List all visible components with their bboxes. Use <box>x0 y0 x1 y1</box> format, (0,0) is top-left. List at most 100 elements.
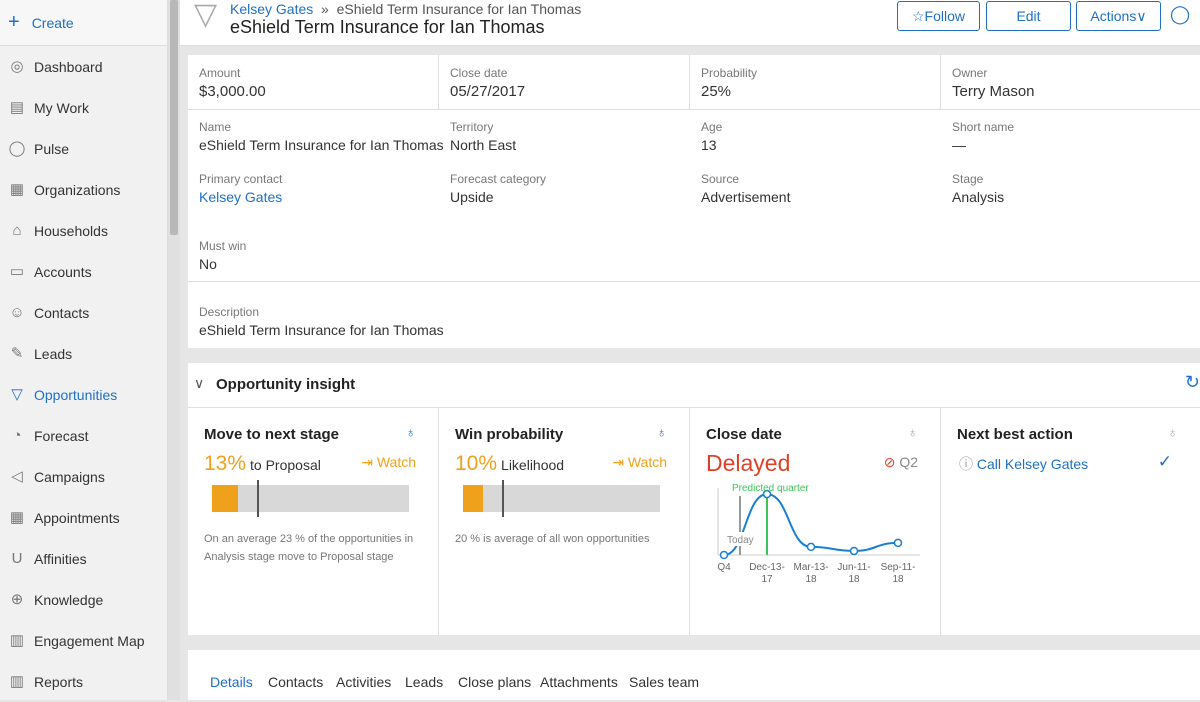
watch-button[interactable]: ⇥ Watch <box>361 454 416 470</box>
page-title: eShield Term Insurance for Ian Thomas <box>230 17 545 37</box>
x-tick-label: Jun-11- <box>837 562 870 573</box>
breadcrumb-link[interactable]: Kelsey Gates <box>230 1 314 17</box>
x-tick-label: Q4 <box>717 562 731 573</box>
sidebar-item-campaigns[interactable]: ◁ Campaigns <box>0 456 167 497</box>
sidebar-item-knowledge[interactable]: ⊕ Knowledge <box>0 579 167 620</box>
tab-sales-team[interactable]: Sales team <box>629 674 700 690</box>
households-icon: ⌂ <box>12 221 22 239</box>
insight-title: Opportunity insight <box>216 376 356 393</box>
reports-icon: ▥ <box>9 672 25 690</box>
x-tick-label: Mar-13- <box>793 562 828 573</box>
refresh-icon[interactable]: ↻ <box>1184 372 1200 392</box>
tab-contacts[interactable]: Contacts <box>268 674 324 690</box>
appointments-icon: ▦ <box>9 508 25 526</box>
data-point <box>719 550 729 560</box>
sidebar-item-engagement-map[interactable]: ▥ Engagement Map <box>9 631 145 649</box>
leads-icon: ✎ <box>10 344 24 362</box>
data-point <box>806 542 816 552</box>
opportunities-icon: ▽ <box>11 385 23 403</box>
sidebar-item-dashboard[interactable]: ◎ Dashboard <box>0 46 167 87</box>
sidebar-item-appointments[interactable]: ▦ Appointments <box>9 508 120 526</box>
next-stage-progress <box>212 480 409 517</box>
today-label-bg <box>726 532 756 546</box>
watch-button[interactable]: ⇥ Watch <box>612 454 667 470</box>
sidebar-item-organizations[interactable]: ▦ Organizations <box>9 180 121 198</box>
tabs-bar: Details Contacts Activities Leads Close plan… <box>188 650 1200 700</box>
tab-leads[interactable]: Leads <box>405 674 444 690</box>
engagement-map-icon: ▥ <box>9 631 25 649</box>
lightbulb-icon[interactable]: ♁ <box>656 424 668 440</box>
field-probability: Probability 25% <box>701 66 758 100</box>
chat-icon[interactable]: ◯ <box>1170 4 1191 24</box>
forecast-icon: ◔ <box>12 426 22 444</box>
field-forecast-category: Forecast category Upside <box>450 172 547 205</box>
delayed-icon: ⊘ <box>883 454 896 470</box>
dashboard-icon: ◎ <box>10 57 24 75</box>
page-header: ▽ Kelsey Gates » eShield Term Insurance … <box>180 0 1200 46</box>
field-age: Age 13 <box>701 120 723 153</box>
x-tick-label: 18 <box>848 574 860 585</box>
edit-button[interactable]: Edit <box>986 1 1071 31</box>
sidebar-item-my-work[interactable]: ▤ My Work <box>9 98 89 116</box>
my-work-icon: ▤ <box>9 98 25 116</box>
x-tick-label: 18 <box>805 574 817 585</box>
win-probability-progress <box>463 480 660 517</box>
plus-icon: + <box>8 11 20 33</box>
knowledge-icon: ⊕ <box>10 590 24 608</box>
x-tick-label: Sep-11- <box>881 562 916 573</box>
sidebar: + Create ◎ Dashboard ▤ My Work ◯ Pulse ▦ Organiz… <box>0 0 168 700</box>
follow-button[interactable]: ☆Follow <box>897 1 980 31</box>
actions-button[interactable]: Actions∨ <box>1076 1 1161 31</box>
sidebar-item-forecast[interactable]: ◔ Forecast <box>0 415 167 456</box>
x-tick-label: 18 <box>892 574 904 585</box>
field-must-win: Must win No <box>199 239 247 272</box>
data-point <box>762 489 772 499</box>
sidebar-item-affinities[interactable]: U Affinities <box>0 538 167 579</box>
tab-close-plans[interactable]: Close plans <box>458 674 532 690</box>
lightbulb-icon: ♁ <box>1167 424 1179 440</box>
tab-details[interactable]: Details <box>210 674 253 690</box>
x-tick-label: 17 <box>761 574 773 585</box>
sidebar-item-households[interactable]: ⌂ Households <box>0 210 167 251</box>
close-date-chart: Predicted quarter Today Q4 Dec-13-17 Mar-13-… <box>717 483 920 585</box>
accounts-icon: ▭ <box>9 262 25 280</box>
opportunity-funnel-icon: ▽ <box>194 0 218 31</box>
sidebar-item-reports[interactable]: ▥ Reports <box>9 672 84 690</box>
call-action-link[interactable]: ⓘ Call Kelsey Gates <box>959 456 1089 472</box>
field-territory: Territory North East <box>450 120 517 153</box>
field-description: Description eShield Term Insurance for Ia… <box>199 305 444 338</box>
sidebar-item-opportunities[interactable]: ▽ Opportunities <box>0 374 167 415</box>
close-date-tile: Close date ♁ Delayed ⊘ Q2 Predicted quart… <box>690 408 941 635</box>
breadcrumb: Kelsey Gates » eShield Term Insurance fo… <box>230 1 582 17</box>
tab-attachments[interactable]: Attachments <box>540 674 618 690</box>
sidebar-item-contacts[interactable]: ☺ Contacts <box>9 303 90 321</box>
insight-card: ∨ Opportunity insight ↻ Move to next sta… <box>188 363 1200 635</box>
sidebar-item-leads[interactable]: ✎ Leads <box>0 333 167 374</box>
field-amount: Amount $3,000.00 <box>199 66 266 100</box>
lightbulb-icon[interactable]: ♁ <box>405 424 417 440</box>
scrollbar-thumb[interactable] <box>170 0 178 235</box>
field-primary-contact[interactable]: Primary contact Kelsey Gates <box>199 172 283 205</box>
lightbulb-icon: ♁ <box>907 424 919 440</box>
next-best-action-tile: Next best action ♁ ⓘ Call Kelsey Gates ✓ <box>957 424 1179 472</box>
tab-activities[interactable]: Activities <box>336 674 392 690</box>
x-tick-label: Dec-13- <box>749 562 785 573</box>
collapse-chevron-icon[interactable]: ∨ <box>194 375 205 391</box>
sidebar-scrollbar[interactable] <box>168 0 180 700</box>
predicted-quarter-label: Predicted quarter <box>732 483 809 494</box>
field-short-name: Short name — <box>952 120 1015 153</box>
affinities-icon: U <box>11 549 23 567</box>
field-stage: Stage Analysis <box>952 172 1005 205</box>
data-point <box>893 538 903 548</box>
create-button[interactable]: + Create <box>0 0 167 46</box>
check-icon[interactable]: ✓ <box>1157 452 1172 471</box>
details-card: Description eShield Term Insurance for Ia… <box>188 55 1200 348</box>
data-point <box>849 546 859 556</box>
delayed-status: Delayed <box>706 450 791 476</box>
organizations-icon: ▦ <box>9 180 25 198</box>
sidebar-item-pulse[interactable]: ◯ Pulse <box>8 139 70 157</box>
field-close-date: Close date 05/27/2017 <box>450 66 526 100</box>
sidebar-item-accounts[interactable]: ▭ Accounts <box>9 262 92 280</box>
next-stage-tile: Move to next stage ♁ 13% to Proposal ⇥ Wat… <box>188 408 439 635</box>
series-line <box>723 493 899 556</box>
